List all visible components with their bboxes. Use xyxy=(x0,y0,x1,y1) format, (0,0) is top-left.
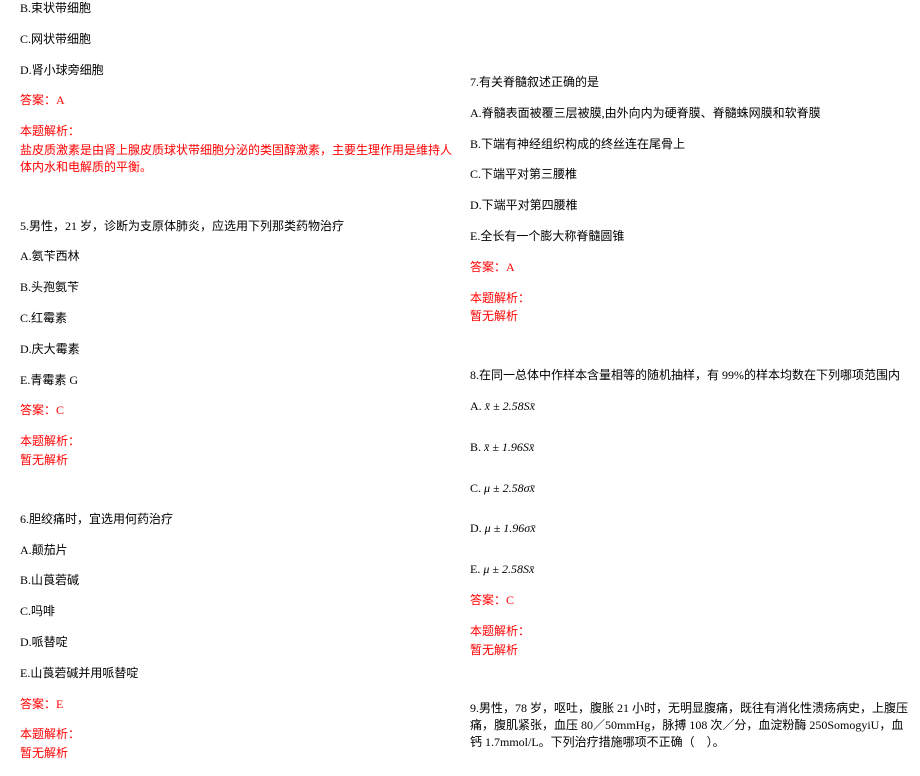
q5-option-b: B.头孢氨苄 xyxy=(20,279,460,296)
q8b-prefix: B. xyxy=(470,440,481,454)
q6-option-b: B.山莨菪碱 xyxy=(20,572,460,589)
q4-analysis-text: 盐皮质激素是由肾上腺皮质球状带细胞分泌的类固醇激素，主要生理作用是维持人体内水和… xyxy=(20,142,460,176)
q6-option-d: D.哌替啶 xyxy=(20,634,460,651)
q5-option-e: E.青霉素 G xyxy=(20,372,460,389)
q8a-prefix: A. xyxy=(470,399,482,413)
q6-option-c: C.吗啡 xyxy=(20,603,460,620)
q8d-prefix: D. xyxy=(470,521,482,535)
q5-option-d: D.庆大霉素 xyxy=(20,341,460,358)
q7-stem: 7.有关脊髓叙述正确的是 xyxy=(470,74,910,91)
q8-answer: 答案：C xyxy=(470,592,910,609)
q7-analysis-text: 暂无解析 xyxy=(470,308,910,325)
q5-analysis-label: 本题解析： xyxy=(20,433,460,450)
q8c-formula: μ ± 2.58σx̄ xyxy=(484,481,535,495)
q6-answer: 答案：E xyxy=(20,696,460,713)
spacer xyxy=(470,429,910,439)
q8-analysis-text: 暂无解析 xyxy=(470,642,910,659)
q8-option-d: D. μ ± 1.96σx̄ xyxy=(470,520,910,537)
q7-option-c: C.下端平对第三腰椎 xyxy=(470,166,910,183)
q5-answer: 答案：C xyxy=(20,402,460,419)
q7-analysis-label: 本题解析： xyxy=(470,290,910,307)
q8b-formula: x̄ ± 1.96Sx̄ xyxy=(484,440,534,454)
q8-option-e: E. μ ± 2.58Sx̄ xyxy=(470,561,910,578)
q6-stem: 6.胆绞痛时，宜选用何药治疗 xyxy=(20,511,460,528)
spacer xyxy=(470,551,910,561)
q7-option-e: E.全长有一个膨大称脊髓圆锥 xyxy=(470,228,910,245)
q8-option-c: C. μ ± 2.58σx̄ xyxy=(470,480,910,497)
q8-stem: 8.在同一总体中作样本含量相等的随机抽样，有 99%的样本均数在下列哪项范围内 xyxy=(470,367,910,384)
q4-answer: 答案：A xyxy=(20,92,460,109)
q8-analysis-label: 本题解析： xyxy=(470,623,910,640)
q7-option-a: A.脊髓表面被覆三层被膜,由外向内为硬脊膜、脊髓蛛网膜和软脊膜 xyxy=(470,105,910,122)
q8d-formula: μ ± 1.96σx̄ xyxy=(485,521,536,535)
q6-option-e: E.山莨菪碱并用哌替啶 xyxy=(20,665,460,682)
spacer xyxy=(470,339,910,367)
q8-option-a: A. x̄ ± 2.58Sx̄ xyxy=(470,398,910,415)
q8-option-b: B. x̄ ± 1.96Sx̄ xyxy=(470,439,910,456)
q4-option-b: B.束状带细胞 xyxy=(20,0,460,17)
spacer xyxy=(20,483,460,511)
q7-option-d: D.下端平对第四腰椎 xyxy=(470,197,910,214)
q8c-prefix: C. xyxy=(470,481,481,495)
q4-option-d: D.肾小球旁细胞 xyxy=(20,62,460,79)
q5-option-a: A.氨苄西林 xyxy=(20,248,460,265)
q6-analysis-label: 本题解析： xyxy=(20,726,460,743)
spacer xyxy=(470,672,910,700)
q7-option-b: B.下端有神经组织构成的终丝连在尾骨上 xyxy=(470,136,910,153)
q5-stem: 5.男性，21 岁，诊断为支原体肺炎，应选用下列那类药物治疗 xyxy=(20,218,460,235)
q5-option-c: C.红霉素 xyxy=(20,310,460,327)
q7-answer: 答案：A xyxy=(470,259,910,276)
q8e-prefix: E. xyxy=(470,562,480,576)
q4-option-c: C.网状带细胞 xyxy=(20,31,460,48)
spacer xyxy=(470,470,910,480)
q6-option-a: A.颠茄片 xyxy=(20,542,460,559)
q4-analysis-label: 本题解析： xyxy=(20,123,460,140)
spacer xyxy=(20,190,460,218)
q6-analysis-text: 暂无解析 xyxy=(20,745,460,762)
q8a-formula: x̄ ± 2.58Sx̄ xyxy=(485,399,535,413)
spacer xyxy=(470,510,910,520)
q9-stem: 9.男性，78 岁，呕吐，腹胀 21 小时，无明显腹痛，既往有消化性溃疡病史，上… xyxy=(470,700,910,750)
q5-analysis-text: 暂无解析 xyxy=(20,452,460,469)
q8e-formula: μ ± 2.58Sx̄ xyxy=(483,562,534,576)
